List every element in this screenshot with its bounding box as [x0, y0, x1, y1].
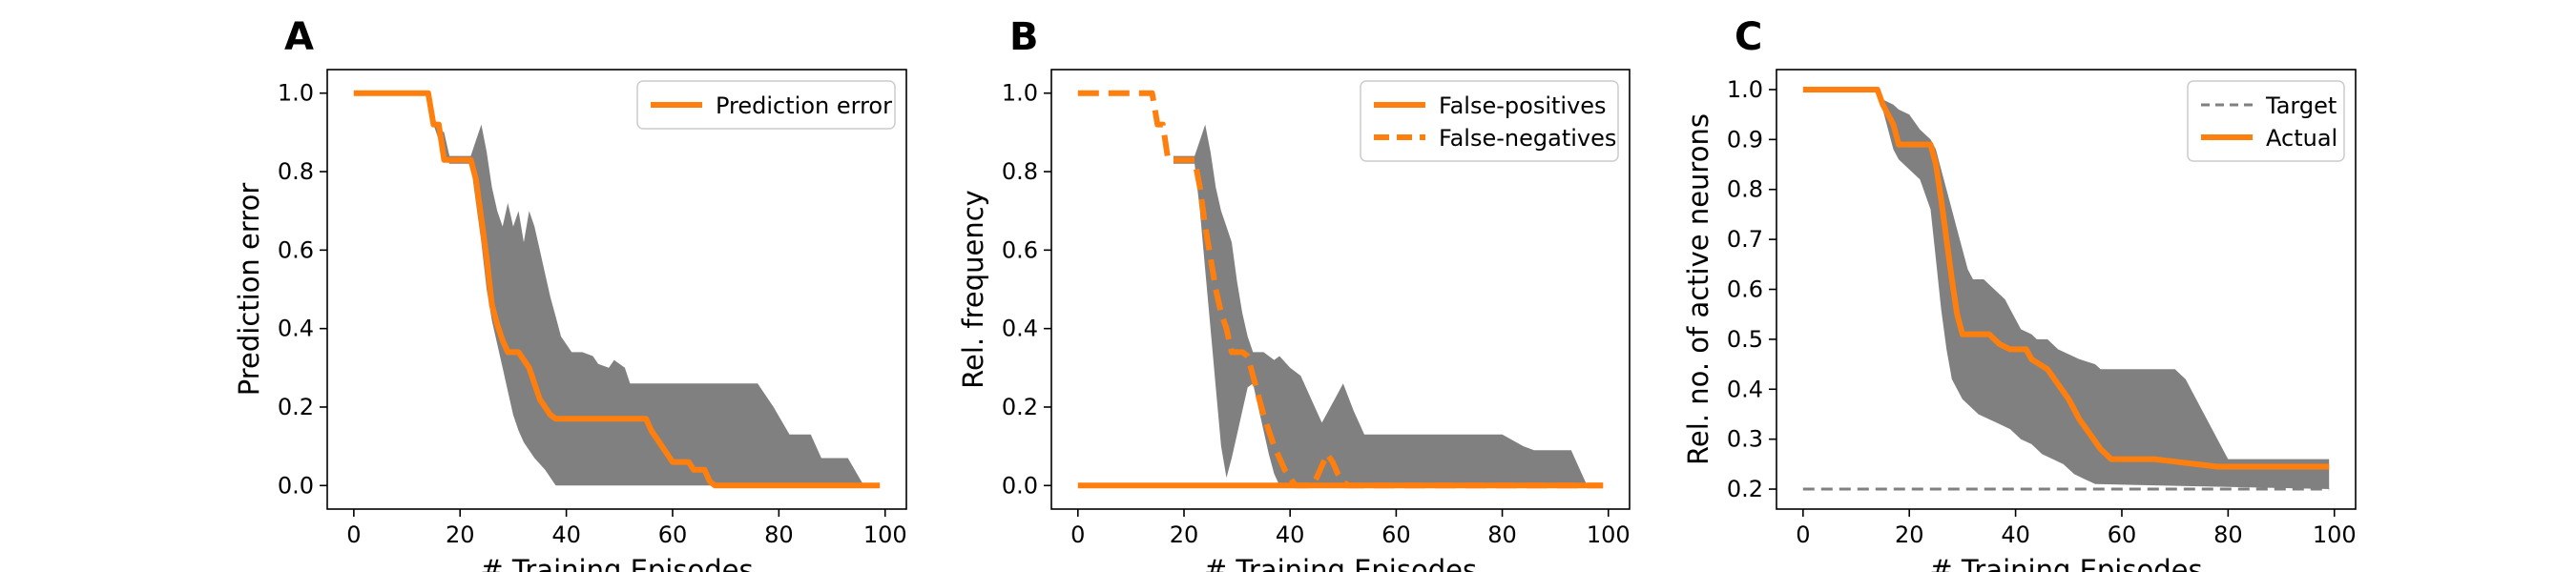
x-tick-label: 60	[2108, 521, 2137, 548]
y-tick-label: 0.8	[1727, 176, 1763, 203]
legend-label: Actual	[2266, 125, 2337, 152]
x-axis-label: # Training Episodes	[1929, 554, 2202, 572]
y-tick-label: 0.8	[1002, 158, 1038, 185]
x-tick-label: 40	[1276, 521, 1305, 548]
panel-letter: C	[1735, 15, 1762, 59]
x-tick-label: 80	[764, 521, 794, 548]
y-tick-label: 0.2	[1727, 476, 1763, 502]
legend-box	[636, 80, 896, 130]
x-tick-label: 100	[1587, 521, 1631, 548]
x-tick-label: 80	[2213, 521, 2243, 548]
x-tick-label: 40	[551, 521, 581, 548]
y-tick-label: 1.0	[1727, 76, 1763, 103]
legend: False-positives False-negatives	[1360, 80, 1619, 162]
legend-label: False-negatives	[1439, 125, 1616, 152]
y-tick-label: 0.0	[1002, 472, 1038, 499]
y-axis-label: Rel. frequency	[957, 190, 989, 389]
y-tick-label: 1.0	[278, 80, 314, 107]
legend-box	[1360, 80, 1619, 162]
legend-label: Target	[2265, 92, 2337, 119]
series-line-false-negatives	[1077, 90, 1604, 489]
y-tick-label: 0.8	[278, 158, 314, 185]
series-line-prediction-error	[353, 90, 881, 489]
x-tick-label: 0	[1070, 521, 1085, 548]
axes-frame	[326, 69, 907, 510]
y-tick-label: 0.2	[278, 394, 314, 420]
legend-box	[2187, 80, 2345, 162]
x-axis-label: # Training Episodes	[480, 554, 753, 572]
panel-a: A 0 20 40 60 80 100 0.0 0.2 0.4 0.6 0.8 1.0 # Trainin…	[233, 15, 907, 572]
x-tick-label: 60	[1381, 521, 1411, 548]
y-tick-label: 0.7	[1727, 226, 1763, 253]
x-tick-label: 100	[2313, 521, 2357, 548]
axes-frame	[1050, 69, 1631, 510]
panel-b: B 0 20 40 60 80 100 0.0 0.2 0.4 0.6 0.8 1.0 # Trainin…	[957, 15, 1631, 572]
y-tick-label: 0.2	[1002, 394, 1038, 420]
x-tick-label: 100	[863, 521, 907, 548]
variability-band	[353, 92, 881, 486]
y-tick-label: 0.6	[278, 236, 314, 263]
legend-label: Prediction error	[716, 92, 892, 119]
y-tick-label: 0.0	[278, 472, 314, 499]
y-tick-label: 0.3	[1727, 426, 1763, 453]
legend-label: False-positives	[1439, 92, 1607, 119]
variability-band	[1173, 124, 1588, 486]
y-axis-label: Prediction error	[233, 183, 265, 397]
y-tick-label: 1.0	[1002, 80, 1038, 107]
x-tick-label: 60	[658, 521, 688, 548]
y-tick-label: 0.6	[1727, 276, 1763, 303]
x-tick-label: 40	[2001, 521, 2030, 548]
panel-c: C 0 20 40 60 80 100 0.2 0.3 0.4 0.5 0.6 0.7 0.8 0.9 1.0…	[1682, 15, 2357, 572]
x-tick-label: 20	[1895, 521, 1924, 548]
x-tick-label: 0	[1796, 521, 1810, 548]
y-tick-label: 0.9	[1727, 126, 1763, 153]
x-tick-label: 0	[346, 521, 361, 548]
variability-band	[1802, 90, 2330, 489]
x-axis-label: # Training Episodes	[1204, 554, 1477, 572]
legend: Prediction error	[636, 80, 896, 130]
y-tick-label: 0.6	[1002, 236, 1038, 263]
y-tick-label: 0.4	[278, 316, 314, 342]
y-tick-label: 0.5	[1727, 326, 1763, 353]
x-tick-label: 20	[446, 521, 475, 548]
y-tick-label: 0.4	[1002, 316, 1038, 342]
y-axis-label: Rel. no. of active neurons	[1682, 113, 1714, 465]
legend: Target Actual	[2187, 80, 2345, 162]
x-tick-label: 20	[1170, 521, 1199, 548]
x-tick-label: 80	[1487, 521, 1517, 548]
panel-letter: A	[284, 15, 314, 59]
series-line-actual	[1802, 87, 2330, 470]
y-tick-label: 0.4	[1727, 376, 1763, 402]
panel-letter: B	[1009, 15, 1039, 59]
